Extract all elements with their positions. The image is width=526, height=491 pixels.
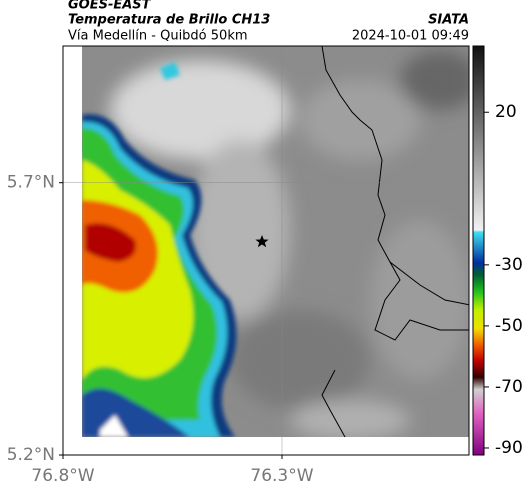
y-tick-label: 5.7°N bbox=[7, 173, 55, 193]
title: GOES-EAST bbox=[68, 0, 152, 13]
colorbar-tick-label: -30 bbox=[495, 255, 523, 275]
region: Vía Medellín - Quibdó 50km bbox=[68, 29, 248, 44]
colorbar-tick-label: -70 bbox=[495, 377, 523, 397]
timestamp: 2024-10-01 09:49 bbox=[352, 29, 469, 44]
subtitle: Temperatura de Brillo CH13 bbox=[68, 13, 270, 28]
satellite-image bbox=[82, 46, 469, 437]
colorbar-tick-label: -90 bbox=[495, 438, 523, 458]
colorbar-tick-label: 20 bbox=[495, 102, 517, 122]
location-marker bbox=[255, 235, 269, 248]
colorbar bbox=[472, 45, 485, 456]
colorbar-tick-label: -50 bbox=[495, 316, 523, 336]
y-tick-label: 5.2°N bbox=[7, 445, 55, 465]
x-tick-label: 76.3°W bbox=[250, 466, 313, 486]
source: SIATA bbox=[428, 13, 469, 28]
map-frame bbox=[62, 45, 470, 456]
x-tick-label: 76.8°W bbox=[31, 466, 94, 486]
borders bbox=[321, 46, 469, 437]
